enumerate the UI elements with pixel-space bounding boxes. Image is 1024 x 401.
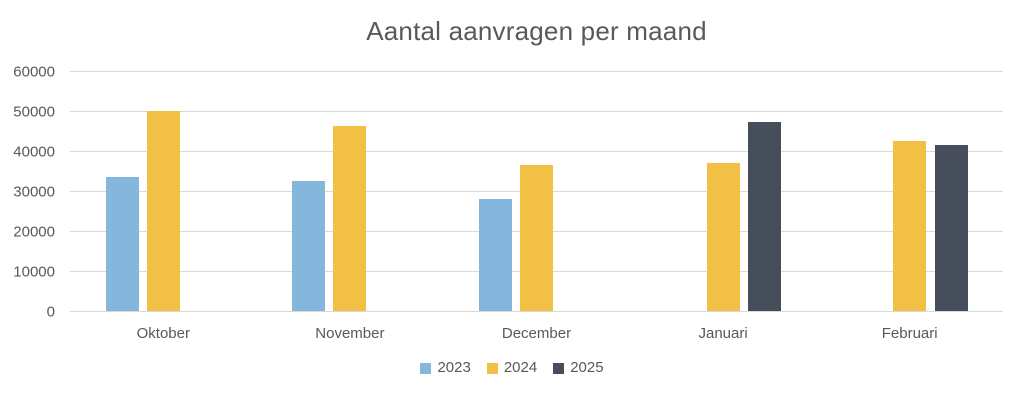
legend-item-2024: 2024 [486, 359, 538, 376]
bar-2024-november [333, 125, 367, 311]
bar-2023-oktober [105, 177, 139, 311]
bar-2024-januari [706, 163, 740, 311]
legend-swatch-icon [420, 362, 432, 374]
bar-2023-november [292, 180, 326, 311]
x-tick-label: Januari [698, 325, 748, 342]
x-axis: Oktober November December Januari Februari [70, 324, 1003, 344]
x-tick-label: December [501, 325, 572, 342]
gridline [70, 151, 1003, 152]
bar-2023-december [478, 199, 512, 311]
bar-2025-januari [747, 122, 781, 311]
bar-2024-december [520, 165, 553, 311]
legend: 2023 2024 2025 [0, 360, 1024, 376]
x-tick-label: Februari [881, 325, 938, 342]
y-tick-label: 20000 [13, 223, 55, 240]
y-tick-label: 0 [46, 303, 55, 320]
y-tick-label: 40000 [13, 143, 55, 160]
bar-2024-februari [893, 141, 927, 311]
y-tick-label: 60000 [13, 63, 55, 80]
gridline [70, 311, 1003, 312]
legend-label: 2023 [437, 359, 471, 376]
y-tick-label: 30000 [13, 183, 55, 200]
x-tick-label: November [315, 325, 385, 342]
legend-item-2025: 2025 [553, 359, 604, 376]
plot-area [70, 71, 1003, 312]
gridline [70, 71, 1003, 72]
bar-2025-februari [934, 145, 968, 311]
legend-swatch-icon [486, 362, 498, 374]
y-tick-label: 10000 [13, 263, 55, 280]
x-tick-label: Oktober [136, 325, 190, 342]
y-tick-label: 50000 [13, 103, 55, 120]
gridline [70, 111, 1003, 112]
y-axis: 0 10000 20000 30000 40000 50000 60000 [0, 64, 55, 319]
legend-swatch-icon [553, 362, 565, 374]
legend-item-2023: 2023 [420, 359, 471, 376]
chart-title: Aantal aanvragen per maand [366, 16, 707, 46]
legend-label: 2024 [503, 359, 538, 376]
bar-2024-oktober [146, 111, 180, 311]
legend-label: 2025 [570, 359, 604, 376]
